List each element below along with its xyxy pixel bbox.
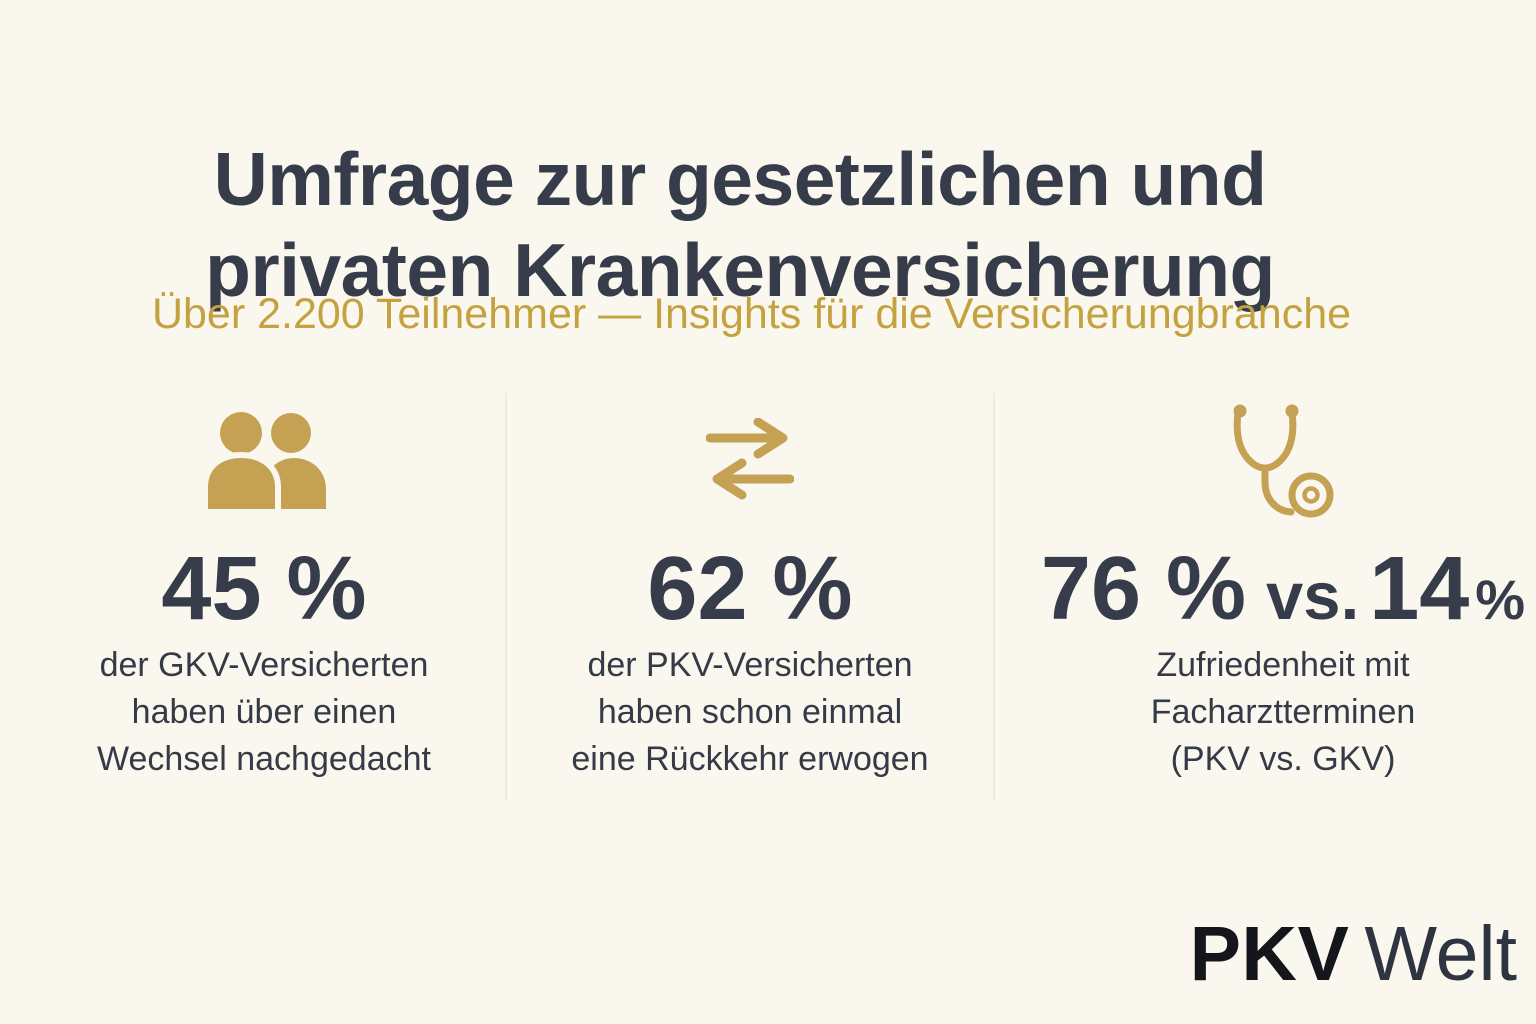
stat-description-line: Wechsel nachgedacht [97,740,431,778]
stat-value-secondary-percent: % [1475,568,1526,631]
group-people-icon [202,412,326,509]
page-title-line-1: Umfrage zur gesetzlichen und [213,137,1267,222]
stat-description-line: haben schon einmal [597,693,903,731]
stat-description: der PKV-Versicherten haben schon einmal … [505,642,995,783]
stat-value: 76 % vs. 14% [1030,544,1536,645]
logo-text-bold: PKV [1189,911,1350,997]
stat-description-line: (PKV vs. GKV) [1170,740,1396,778]
stat-column-zufriedenheit: 76 % vs. 14% Zufriedenheit mit Facharztter… [1030,390,1536,802]
column-divider [993,393,995,800]
logo-text-light: Welt [1364,911,1517,997]
column-divider [505,393,507,800]
page-subtitle: Über 2.200 Teilnehmer — Insights für die… [151,290,1352,338]
stat-description-line: der PKV-Versicherten [587,646,913,684]
stethoscope-icon [1228,403,1338,521]
stat-value: 62 % [647,539,853,639]
stat-column-pkv-rueckkehr: 62 % der PKV-Versicherten haben schon ei… [505,390,995,802]
stat-description-line: Zufriedenheit mit [1156,646,1410,684]
stat-value-secondary: 14 [1369,539,1470,639]
stat-description: der GKV-Versicherten haben über einen We… [0,642,528,783]
stat-column-gkv-wechsel: 45 % der GKV-Versicherten haben über ein… [0,390,528,802]
stat-value-primary: 76 % [1040,539,1247,639]
stat-description: Zufriedenheit mit Facharztterminen (PKV … [1030,642,1536,783]
stat-description-line: Facharztterminen [1150,693,1416,731]
stat-value-vs: vs. [1266,559,1360,634]
stat-description-line: haben über einen [131,693,397,731]
stat-value: 45 % [161,539,367,639]
brand-logo: PKV Welt [1190,916,1517,993]
page-title-line-2: privaten Krankenversicherung [205,228,1275,313]
stat-description-line: eine Rückkehr erwogen [571,740,929,778]
stat-description-line: der GKV-Versicherten [99,646,429,684]
page-title: Umfrage zur gesetzlichen und privaten Kr… [0,134,1480,316]
swap-arrows-icon [706,418,794,500]
